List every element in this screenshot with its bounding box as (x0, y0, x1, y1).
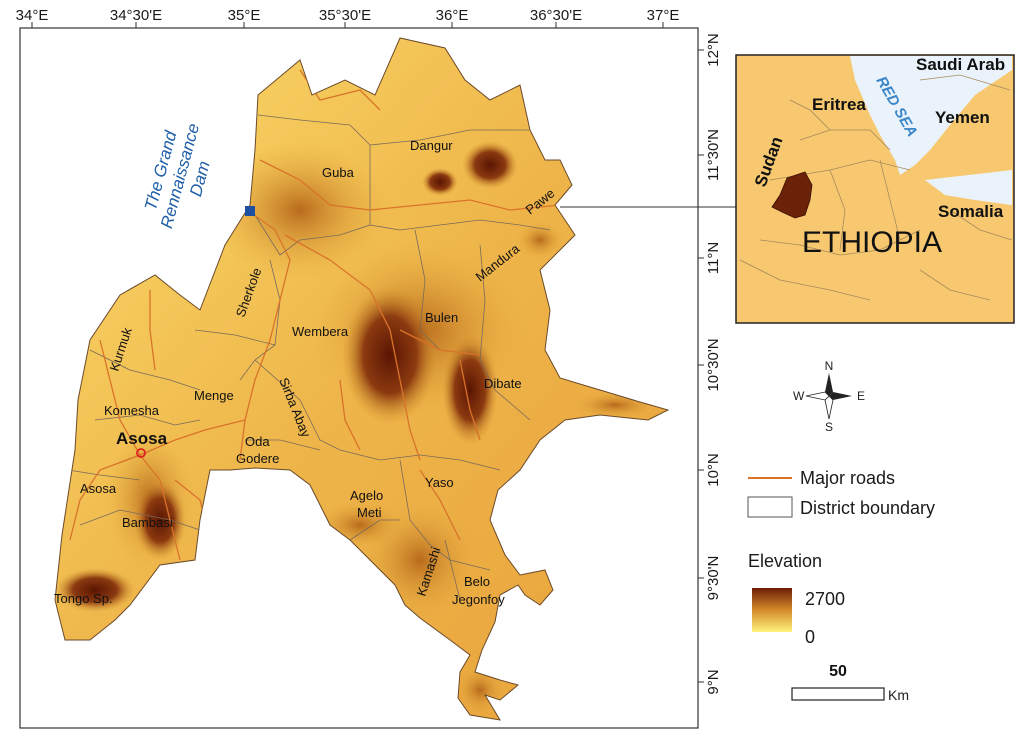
lat-tick: 10°N (705, 453, 722, 487)
elevation-max-label: 2700 (805, 589, 845, 609)
compass-e: E (857, 389, 865, 403)
scale-value: 50 (829, 663, 847, 680)
lon-tick: 35°E (228, 7, 261, 24)
capital-label: Asosa (116, 429, 168, 448)
longitude-labels: 34°E 34°30'E 35°E 35°30'E 36°E 36°30'E 3… (16, 7, 680, 24)
inset-label-somalia: Somalia (938, 202, 1004, 221)
lon-tick: 35°30'E (319, 7, 371, 24)
district-label: Belo (464, 574, 490, 589)
district-label: Bulen (425, 310, 458, 325)
scale-bar (791, 687, 885, 701)
inset-label-eritrea: Eritrea (812, 95, 866, 114)
compass-w: W (793, 389, 805, 403)
lon-tick: 36°30'E (530, 7, 582, 24)
district-label: Wembera (292, 324, 349, 339)
map-ticks (31, 22, 704, 683)
inset-region-highlight (771, 171, 813, 219)
district-label: Godere (236, 451, 279, 466)
lat-tick: 12°N (705, 33, 722, 67)
lat-tick: 11°N (705, 242, 722, 274)
district-label: Dibate (484, 376, 522, 391)
district-label: Menge (194, 388, 234, 403)
compass-rose: N S E W (793, 359, 865, 434)
legend: Major roads District boundary Elevation … (747, 468, 935, 703)
district-label: Tongo Sp. (54, 591, 113, 606)
legend-roads-label: Major roads (800, 468, 895, 488)
legend-elevation-title: Elevation (748, 551, 822, 571)
compass-s: S (825, 420, 833, 434)
district-boundaries (67, 114, 551, 601)
inset-label-saudi: Saudi Arab (916, 55, 1005, 74)
major-roads (69, 69, 561, 561)
district-label: Jegonfoy (452, 592, 505, 607)
district-label: Dangur (410, 138, 453, 153)
lon-tick: 34°30'E (110, 7, 162, 24)
district-label: Yaso (425, 475, 454, 490)
district-label: Oda (245, 434, 270, 449)
scale-unit: Km (888, 687, 909, 703)
district-label: Guba (322, 165, 355, 180)
lon-tick: 37°E (647, 7, 680, 24)
district-label: Asosa (80, 481, 117, 496)
district-label: Komesha (104, 403, 160, 418)
capital-marker (136, 448, 146, 458)
inset-label-yemen: Yemen (935, 108, 990, 127)
lat-tick: 11°30'N (705, 129, 722, 181)
inset-label-country: ETHIOPIA (802, 226, 942, 259)
compass-n: N (825, 359, 834, 373)
inset-map: Saudi Arab Eritrea Yemen Sudan Somalia R… (735, 54, 1015, 324)
dam-marker (245, 206, 255, 216)
district-label: Agelo (350, 488, 383, 503)
lon-tick: 34°E (16, 7, 49, 24)
latitude-labels: 12°N 11°30'N 11°N 10°30'N 10°N 9°30'N 9°… (705, 33, 722, 694)
legend-boundary-label: District boundary (800, 498, 935, 518)
elevation-min-label: 0 (805, 627, 815, 647)
district-label: Bambasi (122, 515, 173, 530)
district-label: Meti (357, 505, 382, 520)
lat-tick: 10°30'N (705, 338, 722, 391)
lat-tick: 9°30'N (705, 556, 722, 601)
legend-boundary-swatch (747, 496, 793, 518)
lon-tick: 36°E (436, 7, 469, 24)
elevation-ramp (752, 588, 792, 632)
lat-tick: 9°N (705, 669, 722, 694)
